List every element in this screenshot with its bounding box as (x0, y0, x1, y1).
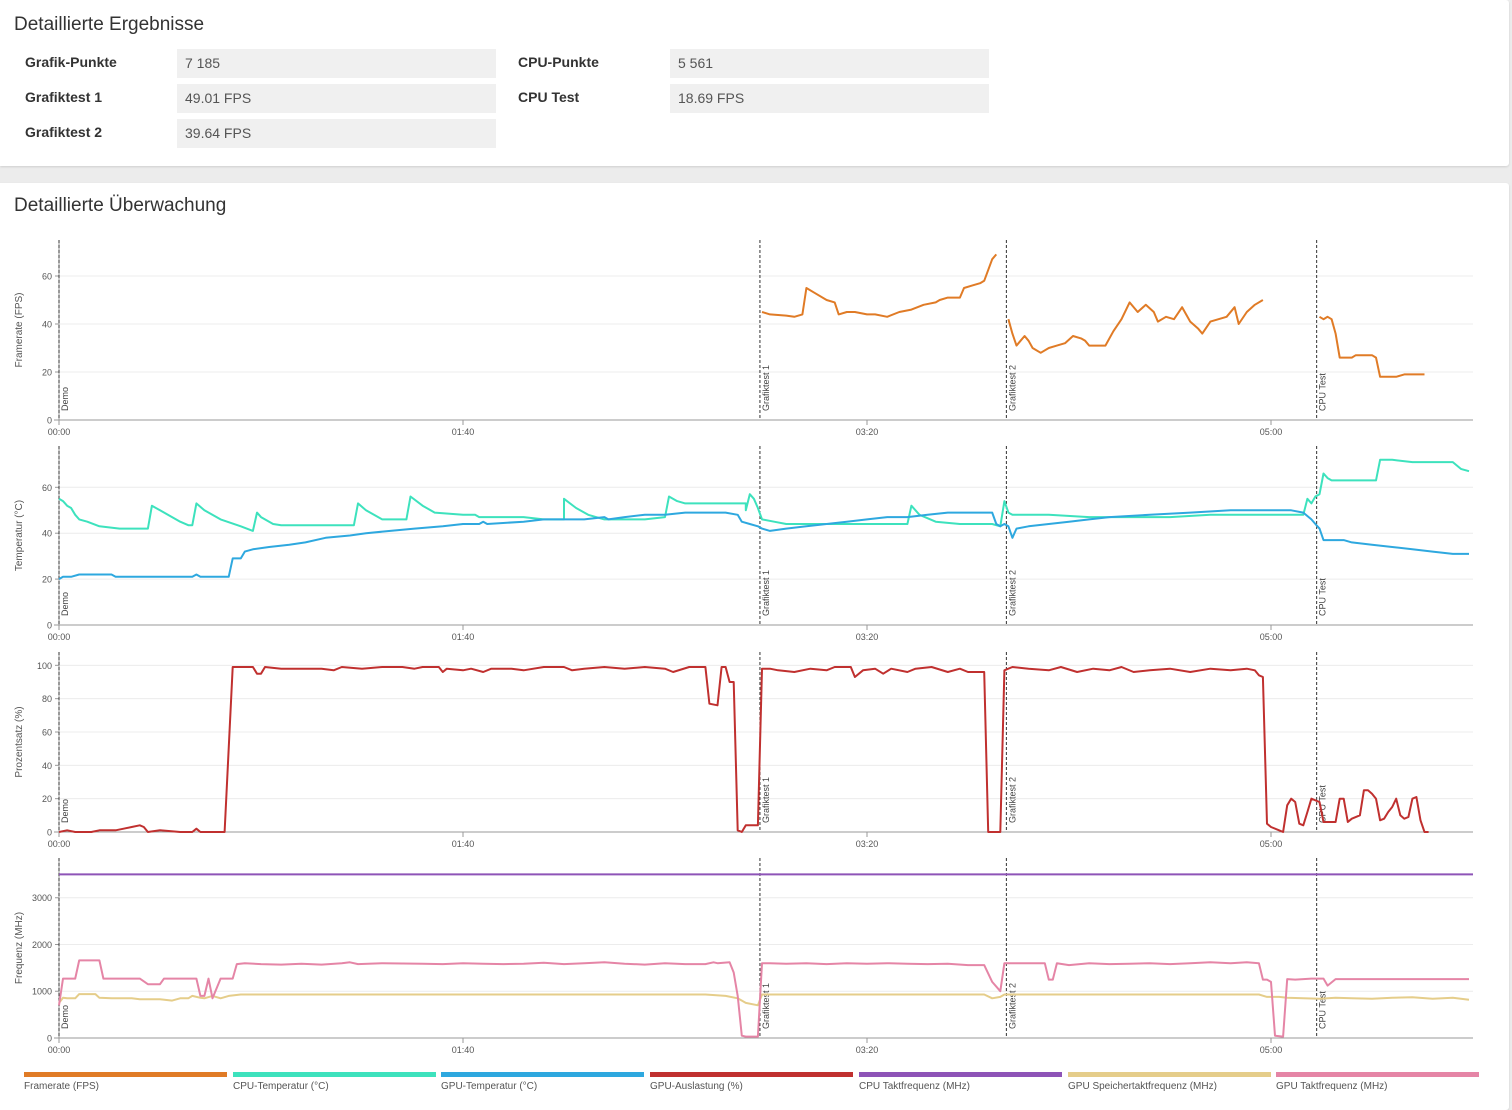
y-tick-label: 40 (42, 529, 52, 539)
results-title: Detaillierte Ergebnisse (14, 14, 205, 35)
y-tick-label: 60 (42, 483, 52, 493)
y-axis-label: Frequenz (MHz) (14, 912, 25, 984)
x-tick-label: 00:00 (48, 839, 71, 849)
series-line (58, 666, 1429, 833)
x-tick-label: 01:40 (452, 1045, 475, 1055)
monitoring-panel: Detaillierte Überwachung (0, 183, 1509, 1110)
legend-swatch[interactable] (1276, 1072, 1479, 1077)
y-tick-label: 60 (42, 728, 52, 738)
legend-swatch[interactable] (441, 1072, 644, 1077)
y-tick-label: 0 (47, 1034, 52, 1044)
graphics-test-2-value: 39.64 FPS (177, 119, 496, 148)
section-marker-label: Demo (60, 1005, 70, 1029)
section-marker-label: Demo (60, 799, 70, 823)
series-line (58, 959, 1469, 1038)
section-marker-label: CPU Test (1318, 991, 1328, 1029)
y-axis-label: Temperatur (°C) (14, 500, 25, 571)
series-line (1318, 315, 1425, 378)
cpu-test-value: 18.69 FPS (670, 84, 989, 113)
series-line (58, 458, 1470, 532)
x-tick-label: 01:40 (452, 839, 475, 849)
legend-label[interactable]: Framerate (FPS) (24, 1081, 100, 1092)
series-line (58, 509, 1469, 580)
x-tick-label: 03:20 (856, 839, 879, 849)
legend-label[interactable]: CPU-Temperatur (°C) (233, 1081, 329, 1092)
x-tick-label: 01:40 (452, 632, 475, 642)
y-tick-label: 1000 (32, 987, 52, 997)
y-tick-label: 20 (42, 368, 52, 378)
legend-label[interactable]: GPU Taktfrequenz (MHz) (1276, 1081, 1388, 1092)
chart-1: 0 20 40 60 00:00 01:40 03:20 05:00 Temperatur (°… (14, 446, 1473, 642)
legend-label[interactable]: GPU-Temperatur (°C) (441, 1081, 538, 1092)
section-marker-label: Grafiktest 2 (1007, 983, 1017, 1029)
chart-3: 0 1000 2000 3000 00:00 01:40 03:20 05:00 Frequen… (14, 858, 1473, 1055)
section-marker-label: Demo (60, 387, 70, 411)
legend-label[interactable]: GPU-Auslastung (%) (650, 1081, 743, 1092)
section-marker-label: CPU Test (1318, 373, 1328, 411)
section-marker-label: Grafiktest 1 (761, 570, 771, 616)
y-axis-label: Prozentsatz (%) (14, 706, 25, 777)
chart-0: 0 20 40 60 00:00 01:40 03:20 05:00 Framerate (FP… (14, 240, 1473, 437)
graphics-test-2-label: Grafiktest 2 (25, 124, 103, 140)
cpu-score-value: 5 561 (670, 49, 989, 78)
x-tick-label: 00:00 (48, 427, 71, 437)
cpu-score-label: CPU-Punkte (518, 54, 599, 70)
legend-swatch[interactable] (24, 1072, 227, 1077)
results-panel: Detaillierte Ergebnisse Grafik-Punkte 7 … (0, 0, 1509, 166)
y-axis-label: Framerate (FPS) (14, 292, 25, 367)
section-marker-label: Grafiktest 1 (761, 365, 771, 411)
y-tick-label: 0 (47, 416, 52, 426)
graphics-test-1-value: 49.01 FPS (177, 84, 496, 113)
graphics-test-1-label: Grafiktest 1 (25, 89, 103, 105)
section-marker-label: CPU Test (1318, 578, 1328, 616)
legend-swatch[interactable] (1068, 1072, 1271, 1077)
x-tick-label: 05:00 (1260, 632, 1283, 642)
series-line (761, 253, 998, 318)
y-tick-label: 20 (42, 575, 52, 585)
legend-label[interactable]: CPU Taktfrequenz (MHz) (859, 1081, 970, 1092)
y-tick-label: 0 (47, 828, 52, 838)
cpu-test-label: CPU Test (518, 89, 580, 105)
y-tick-label: 60 (42, 272, 52, 282)
graphics-score-value: 7 185 (177, 49, 496, 78)
legend-swatch[interactable] (859, 1072, 1062, 1077)
x-tick-label: 00:00 (48, 1045, 71, 1055)
graphics-score-label: Grafik-Punkte (25, 54, 117, 70)
x-tick-label: 05:00 (1260, 839, 1283, 849)
series-line (1007, 299, 1264, 354)
y-tick-label: 40 (42, 761, 52, 771)
legend-swatch[interactable] (650, 1072, 853, 1077)
chart-2: 0 20 40 60 80 100 00:00 01:40 03:20 05:00 Prozents… (14, 652, 1473, 849)
section-marker-label: Grafiktest 2 (1007, 570, 1017, 616)
x-tick-label: 03:20 (856, 1045, 879, 1055)
monitoring-title: Detaillierte Überwachung (14, 195, 227, 216)
section-marker-label: Grafiktest 1 (761, 777, 771, 823)
y-tick-label: 80 (42, 694, 52, 704)
x-tick-label: 00:00 (48, 632, 71, 642)
section-marker-label: Grafiktest 2 (1007, 777, 1017, 823)
section-marker-label: CPU Test (1318, 785, 1328, 823)
y-tick-label: 100 (37, 661, 52, 671)
x-tick-label: 03:20 (856, 632, 879, 642)
y-tick-label: 3000 (32, 893, 52, 903)
legend-swatch[interactable] (233, 1072, 436, 1077)
y-tick-label: 0 (47, 621, 52, 631)
legend-label[interactable]: GPU Speichertaktfrequenz (MHz) (1068, 1081, 1217, 1092)
series-line (58, 993, 1470, 1007)
section-marker-label: Grafiktest 2 (1007, 365, 1017, 411)
x-tick-label: 05:00 (1260, 427, 1283, 437)
y-tick-label: 2000 (32, 940, 52, 950)
section-marker-label: Demo (60, 592, 70, 616)
x-tick-label: 01:40 (452, 427, 475, 437)
y-tick-label: 20 (42, 794, 52, 804)
x-tick-label: 03:20 (856, 427, 879, 437)
section-marker-label: Grafiktest 1 (761, 983, 771, 1029)
x-tick-label: 05:00 (1260, 1045, 1283, 1055)
y-tick-label: 40 (42, 320, 52, 330)
